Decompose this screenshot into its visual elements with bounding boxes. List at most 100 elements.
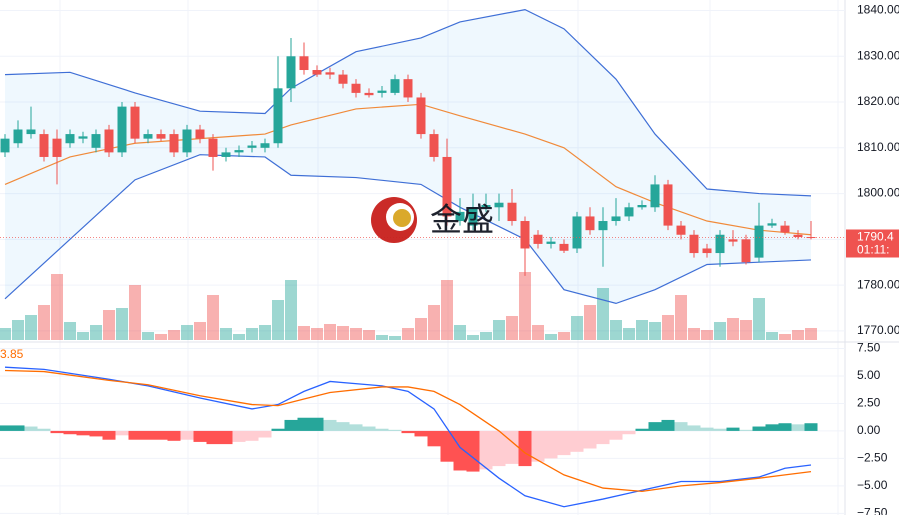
volume-bar xyxy=(805,328,817,340)
histogram-bar xyxy=(258,430,272,438)
volume-bar xyxy=(103,310,115,340)
volume-bar xyxy=(454,325,466,340)
volume-bar xyxy=(129,285,141,340)
candle-body xyxy=(442,156,452,217)
volume-bar xyxy=(779,334,791,340)
volume-bar xyxy=(207,295,219,340)
volume-bar xyxy=(389,336,401,340)
candle-body xyxy=(52,138,62,157)
histogram-bar xyxy=(713,428,727,431)
histogram-bar xyxy=(739,429,753,431)
y-tick-label: 1770.00 xyxy=(857,323,899,337)
histogram-bar xyxy=(284,419,298,431)
candle-body xyxy=(676,225,686,235)
volume-bar xyxy=(597,288,609,340)
volume-bar xyxy=(428,305,440,340)
histogram-bar xyxy=(414,430,428,437)
volume-bar xyxy=(792,330,804,340)
volume-bar xyxy=(272,300,284,340)
histogram-bar xyxy=(752,426,766,431)
histogram-bar xyxy=(180,430,194,440)
candle-body xyxy=(26,129,36,135)
candle-body xyxy=(767,223,777,226)
candle-body xyxy=(650,184,660,208)
volume-bar xyxy=(363,330,375,340)
histogram-bar xyxy=(778,423,792,431)
histogram-bar xyxy=(388,429,402,431)
candle-body xyxy=(754,225,764,258)
volume-bar xyxy=(740,320,752,340)
candle-body xyxy=(338,74,348,84)
histogram-bar xyxy=(804,423,818,431)
volume-bar xyxy=(77,332,89,340)
y-tick-label: 7.50 xyxy=(857,341,881,355)
volume-bar xyxy=(662,315,674,340)
candle-body xyxy=(156,134,166,139)
price-label-box xyxy=(846,229,899,258)
histogram-bar xyxy=(245,430,259,441)
volume-bar xyxy=(701,330,713,340)
histogram-bar xyxy=(661,419,675,431)
histogram-bar xyxy=(232,430,246,442)
histogram-bar xyxy=(726,427,740,431)
y-tick-label: 1780.00 xyxy=(857,277,899,291)
candle-body xyxy=(663,184,673,226)
candle-body xyxy=(312,70,322,75)
histogram-bar xyxy=(622,430,636,435)
histogram-bar xyxy=(76,430,90,436)
histogram-bar xyxy=(557,430,571,456)
candle-body xyxy=(507,202,517,222)
histogram-bar xyxy=(167,430,181,441)
candle-body xyxy=(689,234,699,254)
histogram-bar xyxy=(544,430,558,459)
candle-body xyxy=(91,134,101,148)
candle-body xyxy=(546,241,556,244)
vertical-grid xyxy=(59,0,839,515)
volume-bar xyxy=(311,328,323,340)
candle-body xyxy=(299,56,309,71)
band-line xyxy=(4,154,812,305)
histogram-bar xyxy=(24,426,38,431)
candle-body xyxy=(273,88,283,144)
candle-body xyxy=(104,129,114,153)
y-tick-label: 1830.00 xyxy=(857,48,899,62)
candle-body xyxy=(65,134,75,144)
histogram-bar xyxy=(635,428,649,431)
histogram-bar xyxy=(154,430,168,440)
histogram-bar xyxy=(609,430,623,440)
histogram-bar xyxy=(271,428,285,431)
volume-bar xyxy=(233,334,245,340)
histogram-bar xyxy=(648,422,662,431)
candle-body xyxy=(117,106,127,153)
volume-bar xyxy=(727,318,739,340)
candle-body xyxy=(286,56,296,89)
histogram-bar xyxy=(115,430,129,436)
histogram-bar xyxy=(583,430,597,449)
histogram-bar xyxy=(791,424,805,431)
histogram-bar xyxy=(674,422,688,431)
y-tick-label: 1800.00 xyxy=(857,186,899,200)
histogram-bar xyxy=(336,422,350,431)
candle-body xyxy=(481,205,491,208)
histogram-bar xyxy=(323,419,337,431)
macd-line xyxy=(4,366,812,508)
candle-body xyxy=(429,134,439,157)
histogram-bar xyxy=(297,417,311,431)
volume-bar xyxy=(64,322,76,340)
candle-body xyxy=(455,211,465,222)
candle-body xyxy=(624,207,634,217)
volume-bar xyxy=(337,326,349,340)
indicator-value: 3.85 xyxy=(0,347,24,361)
histogram-bar xyxy=(375,428,389,431)
candle-body xyxy=(351,83,361,93)
candle-body xyxy=(416,97,426,135)
candle-body xyxy=(780,225,790,233)
histogram-bar xyxy=(765,424,779,431)
histogram-bar xyxy=(141,430,155,440)
histogram-bar xyxy=(596,430,610,445)
histogram-bar xyxy=(89,430,103,437)
candle-body xyxy=(182,129,192,153)
candle-body xyxy=(520,221,530,249)
candle-body xyxy=(234,150,244,153)
